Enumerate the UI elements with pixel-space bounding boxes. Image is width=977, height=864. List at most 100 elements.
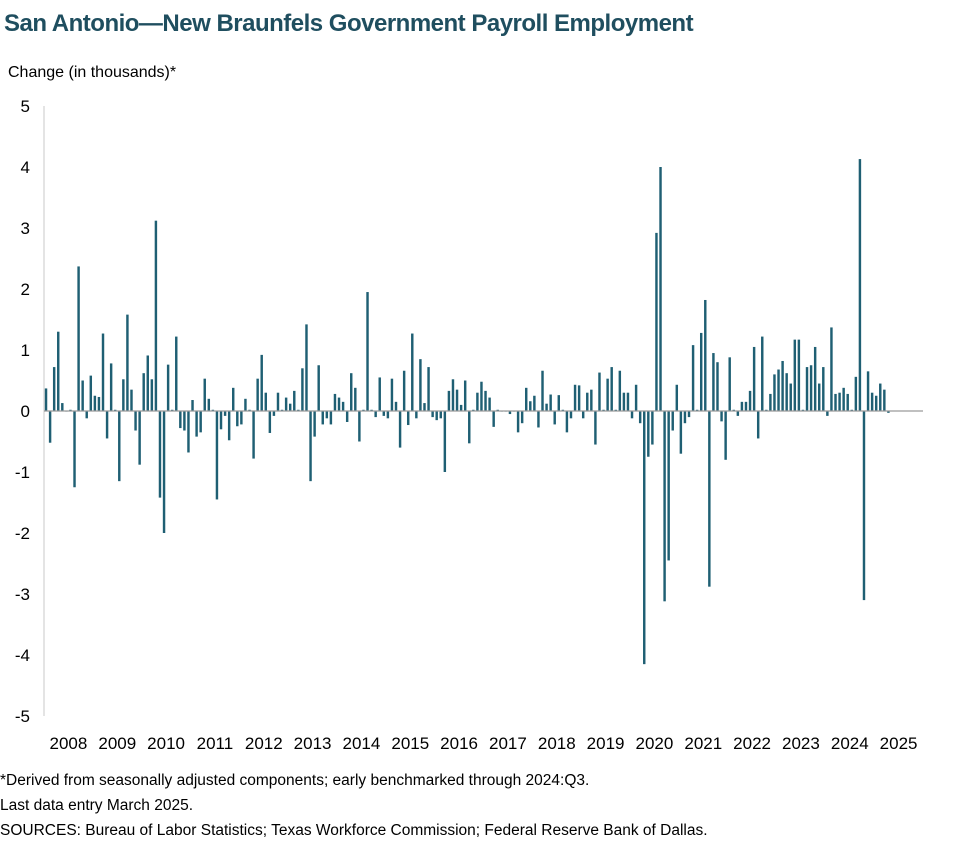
bar (329, 411, 333, 425)
bar (354, 387, 357, 411)
chart-notes: *Derived from seasonally adjusted compon… (0, 768, 708, 843)
y-axis-label: Change (in thousands)* (8, 64, 177, 81)
bar (862, 411, 866, 601)
bar (826, 411, 829, 416)
bar (463, 380, 467, 411)
bar (345, 411, 349, 422)
bar (561, 409, 565, 411)
bar (581, 411, 585, 419)
bar (797, 339, 801, 411)
bar (130, 389, 133, 411)
bar (284, 397, 288, 411)
bar (854, 376, 858, 411)
bar (740, 401, 744, 411)
bar (215, 411, 219, 500)
bar (793, 339, 797, 411)
bar (199, 411, 202, 433)
bar (325, 411, 329, 419)
bar (118, 411, 121, 482)
bar (699, 332, 703, 411)
bar (687, 411, 691, 418)
bar (651, 411, 654, 445)
bar (252, 411, 255, 459)
bar (89, 375, 93, 411)
bar (712, 353, 715, 411)
bar (695, 409, 699, 411)
bar (366, 292, 369, 411)
x-tick-label: 2016 (440, 734, 478, 753)
bar (846, 393, 849, 411)
bar (496, 409, 499, 411)
x-tick-label: 2012 (245, 734, 283, 753)
bar (769, 393, 772, 411)
bar (443, 411, 447, 472)
bar (390, 378, 394, 411)
bar (525, 387, 528, 411)
bar (431, 411, 434, 418)
bar (398, 411, 402, 448)
bar (134, 411, 137, 431)
bar (321, 411, 324, 425)
bar (150, 379, 154, 411)
bar (659, 167, 662, 411)
bar (406, 411, 410, 426)
bar (748, 390, 752, 411)
bar (761, 336, 764, 411)
bar (744, 401, 748, 411)
bar (170, 409, 174, 411)
bar (549, 394, 552, 411)
bar (732, 409, 735, 411)
bar (101, 333, 105, 411)
bar (728, 357, 731, 411)
bar (785, 373, 788, 411)
bar (402, 370, 406, 411)
bar (614, 409, 617, 411)
bar (378, 377, 381, 411)
bar (508, 411, 512, 415)
bar (97, 396, 101, 411)
bar (280, 409, 284, 411)
bar (57, 331, 60, 411)
bar (439, 411, 442, 419)
bar (183, 411, 186, 431)
bar (476, 392, 479, 411)
bar (858, 159, 862, 411)
bar (162, 411, 166, 533)
bar (720, 411, 723, 422)
bar (142, 373, 145, 411)
bar (573, 384, 577, 411)
y-tick-label: 2 (21, 280, 30, 299)
y-tick-label: -2 (15, 524, 30, 543)
x-tick-label: 2008 (49, 734, 87, 753)
bar (671, 411, 674, 431)
bar (577, 385, 581, 411)
bar (822, 367, 825, 411)
bar (610, 367, 613, 411)
bar (105, 411, 109, 439)
bar (370, 409, 373, 411)
bar (419, 359, 422, 411)
chart-title: San Antonio—New Braunfels Government Pay… (4, 10, 694, 37)
bar (288, 403, 292, 411)
x-tick-label: 2024 (831, 734, 869, 753)
bar (415, 411, 418, 419)
bar (447, 390, 451, 411)
bar (122, 379, 125, 411)
bar (236, 411, 239, 427)
bar (113, 409, 117, 411)
y-tick-label: -3 (15, 585, 30, 604)
bar (44, 388, 48, 411)
bar (533, 395, 536, 411)
bar (455, 389, 459, 411)
bar (887, 411, 890, 413)
bar (638, 411, 642, 424)
bar (219, 411, 223, 430)
x-tick-label: 2013 (294, 734, 332, 753)
x-tick-label: 2017 (489, 734, 527, 753)
bar (362, 409, 365, 411)
bar (818, 383, 821, 411)
bar (358, 411, 361, 442)
bar (838, 392, 841, 411)
bar (317, 365, 320, 411)
bar (813, 346, 817, 411)
